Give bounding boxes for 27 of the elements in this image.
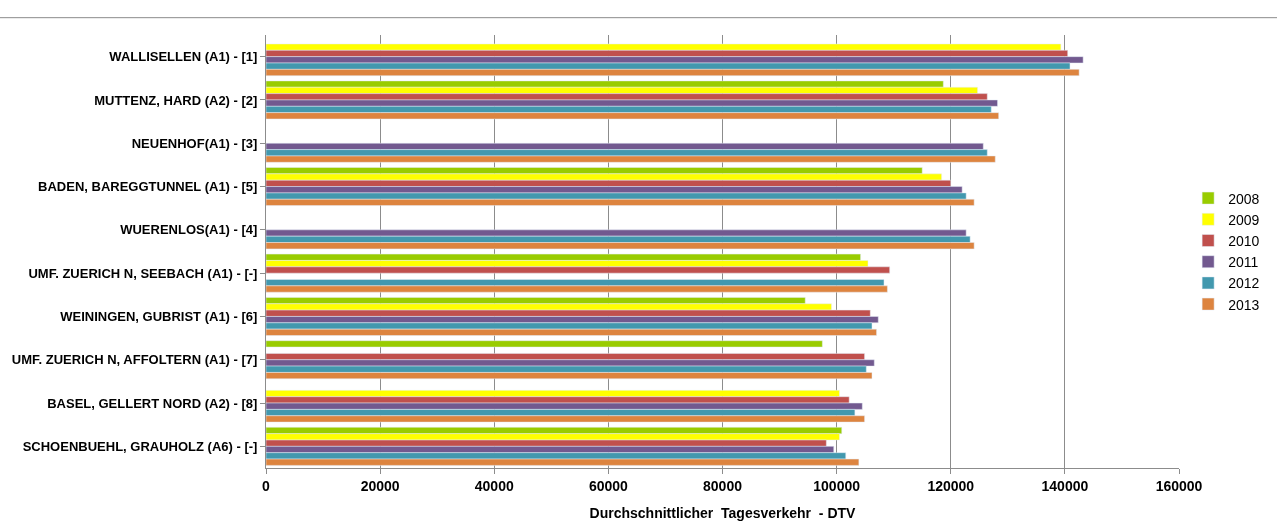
x-tick-label: 160000	[1155, 477, 1203, 494]
x-tick-label: 140000	[1041, 477, 1089, 494]
legend-label: 2012	[1228, 275, 1260, 292]
x-tick-label: 40000	[474, 477, 514, 494]
x-axis-title: Durchschnittlicher Tagesverkehr - DTV	[589, 505, 857, 522]
x-tick-label: 100000	[813, 477, 861, 494]
y-tick-label: WUERENLOS(A1) - [4]	[120, 222, 258, 238]
x-tick-label: 20000	[360, 477, 400, 494]
x-tick-label: 0	[262, 477, 271, 494]
legend-label: 2013	[1228, 296, 1260, 313]
y-tick-label: UMF. ZUERICH N, AFFOLTERN (A1) - [7]	[11, 352, 258, 368]
legend-label: 2010	[1228, 232, 1260, 249]
y-tick-label: BADEN, BAREGGTUNNEL (A1) - [5]	[38, 179, 258, 195]
y-tick-label: NEUENHOF(A1) - [3]	[131, 135, 258, 151]
y-tick-label: BASEL, GELLERT NORD (A2) - [8]	[47, 395, 258, 411]
bar	[266, 340, 823, 348]
y-tick-label: WALLISELLEN (A1) - [1]	[109, 49, 258, 65]
legend-label: 2011	[1228, 254, 1259, 271]
y-tick-label: UMF. ZUERICH N, SEEBACH (A1) - [-]	[28, 265, 258, 281]
legend-label: 2008	[1228, 190, 1260, 207]
y-tick-label: MUTTENZ, HARD (A2) - [2]	[94, 92, 258, 108]
y-tick-label: WEININGEN, GUBRIST (A1) - [6]	[60, 309, 258, 324]
x-tick-label: 80000	[703, 477, 743, 494]
x-tick-label: 60000	[588, 477, 629, 494]
x-tick-label: 120000	[927, 477, 975, 494]
legend-label: 2009	[1228, 211, 1260, 228]
y-tick-label: SCHOENBUEHL, GRAUHOLZ (A6) - [-]	[22, 438, 258, 454]
